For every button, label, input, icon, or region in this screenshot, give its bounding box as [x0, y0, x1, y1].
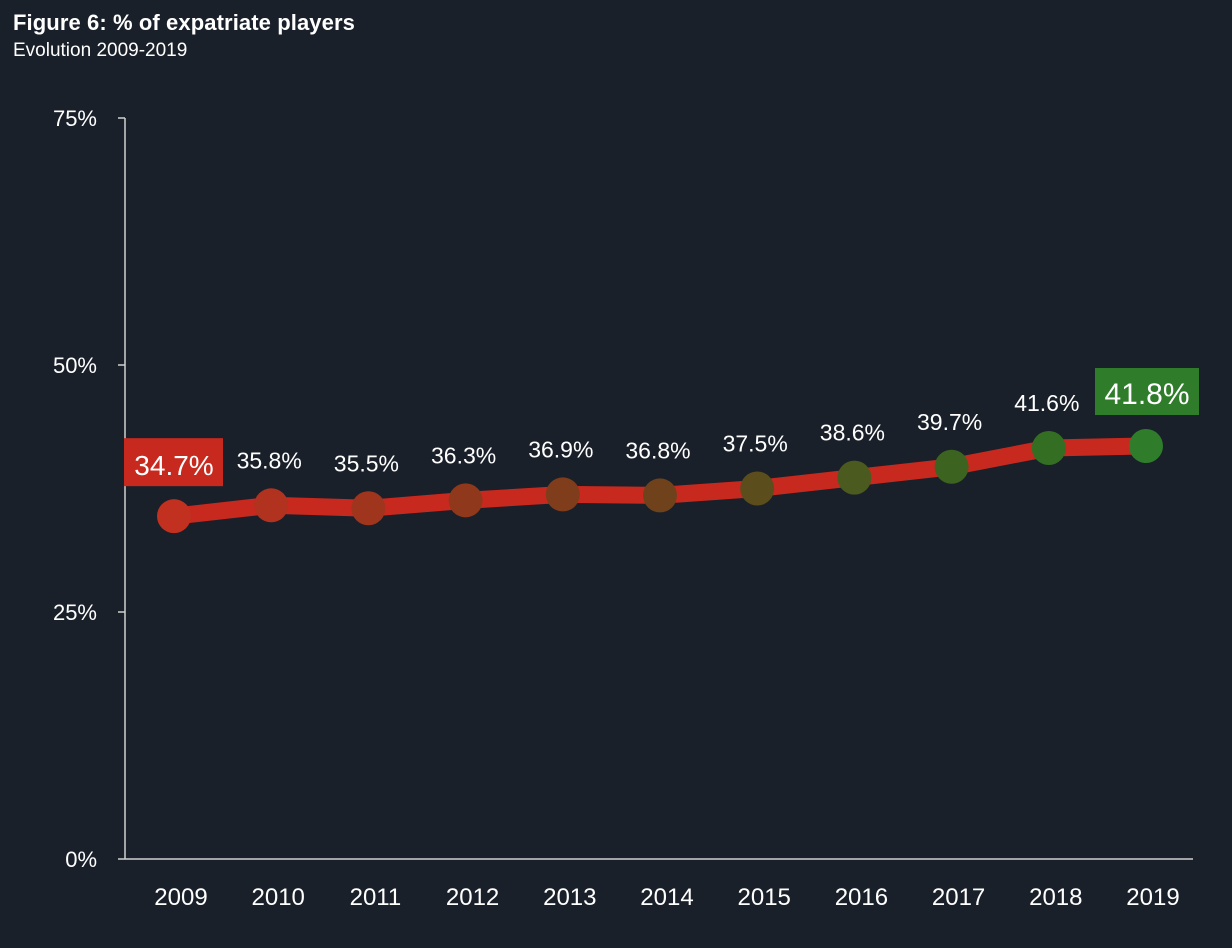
- x-tick-label: 2017: [932, 884, 985, 911]
- data-label: 36.8%: [625, 437, 690, 463]
- data-point: [1031, 430, 1066, 465]
- y-tick-label: 25%: [53, 600, 97, 625]
- x-tick-label: 2018: [1029, 884, 1082, 911]
- x-tick-label: 2015: [738, 884, 791, 911]
- data-label: 36.9%: [528, 436, 593, 462]
- data-point: [1129, 429, 1163, 464]
- data-point: [934, 449, 969, 484]
- x-tick-label: 2019: [1126, 884, 1179, 911]
- markers: [157, 429, 1163, 534]
- data-label: 36.3%: [431, 442, 496, 468]
- data-point: [351, 491, 386, 526]
- data-point: [448, 483, 483, 518]
- data-label: 35.8%: [237, 447, 302, 473]
- data-label: 35.5%: [334, 450, 399, 476]
- x-axis-ticks: 2009 2010 2011 2012 2013 2014 2015 2016 2017 2018…: [154, 884, 1179, 911]
- x-tick-label: 2014: [640, 884, 693, 911]
- x-tick-label: 2016: [835, 884, 888, 911]
- data-label: 39.7%: [917, 409, 982, 435]
- y-tick-label: 50%: [53, 353, 97, 378]
- axes: [124, 118, 1193, 860]
- data-point: [837, 460, 872, 495]
- x-tick-label: 2013: [543, 884, 596, 911]
- data-label: 37.5%: [723, 431, 788, 457]
- data-point: [157, 499, 191, 534]
- x-tick-label: 2011: [350, 884, 402, 911]
- start-value-highlight: [124, 438, 223, 487]
- data-point: [740, 471, 775, 506]
- data-labels: 34.7% 35.8% 35.5% 36.3% 36.9% 36.8% 37.5% 38.6%…: [124, 368, 1199, 487]
- y-tick-label: 75%: [53, 106, 97, 131]
- data-label: 38.6%: [820, 420, 885, 446]
- end-value-highlight: [1095, 368, 1199, 416]
- data-label: 41.6%: [1014, 390, 1079, 416]
- data-label: 41.8%: [1104, 378, 1189, 411]
- data-point: [545, 477, 580, 512]
- x-tick-label: 2012: [446, 884, 499, 911]
- chart-subtitle: Evolution 2009-2019: [13, 40, 188, 61]
- x-tick-label: 2009: [154, 884, 207, 911]
- y-tick-label: 0%: [65, 847, 97, 872]
- x-tick-label: 2010: [252, 884, 305, 911]
- data-label: 34.7%: [134, 450, 213, 481]
- data-point: [254, 488, 289, 523]
- y-axis-ticks: 0% 25% 50% 75%: [53, 106, 125, 872]
- chart-title: Figure 6: % of expatriate players: [13, 10, 355, 35]
- data-point: [643, 478, 677, 513]
